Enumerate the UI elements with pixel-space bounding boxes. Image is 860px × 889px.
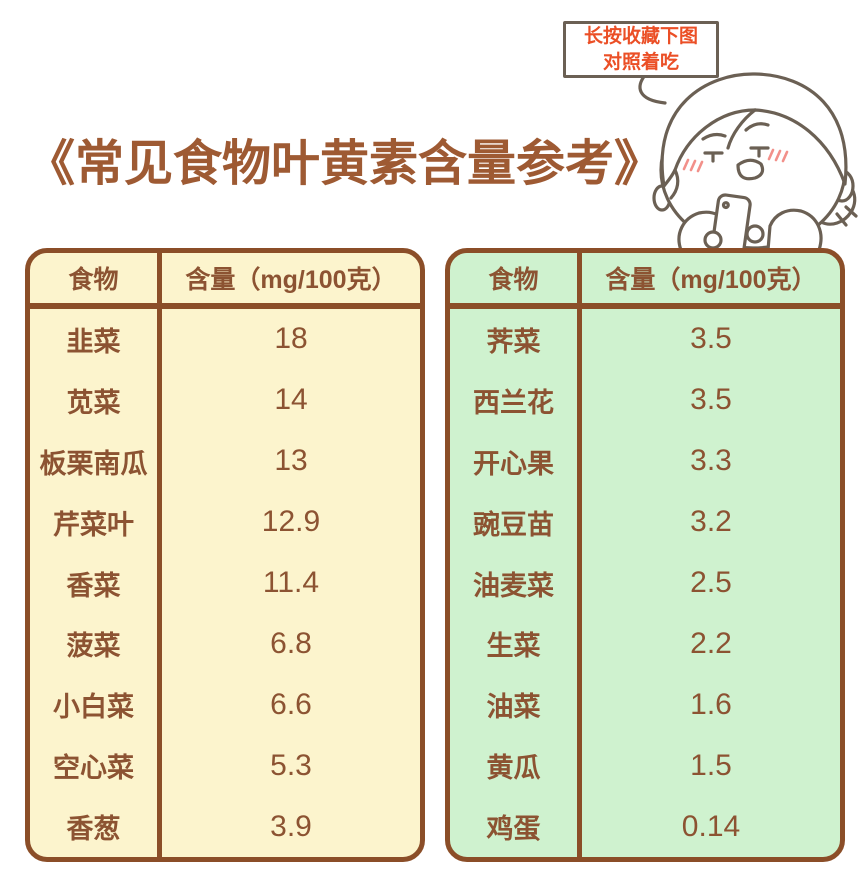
food-name-cell: 荠菜 bbox=[450, 309, 582, 370]
person-with-phone-illustration bbox=[638, 72, 858, 250]
header-food-cell: 食物 bbox=[30, 253, 162, 303]
food-name-cell: 小白菜 bbox=[30, 674, 162, 736]
food-table-high-lutein: 食物 含量（mg/100克） 韭菜 18 苋菜 14 板栗南瓜 13 芹菜叶 12.9 … bbox=[25, 248, 425, 862]
header-content-cell: 含量（mg/100克） bbox=[185, 266, 397, 294]
header-food-cell: 食物 bbox=[450, 253, 582, 303]
food-name-cell: 香葱 bbox=[30, 796, 162, 857]
table-row: 油菜 1.6 bbox=[450, 674, 840, 736]
speech-bubble-line2: 对照着吃 bbox=[602, 51, 679, 73]
content-value-cell: 6.8 bbox=[270, 626, 312, 660]
content-value-cell: 3.3 bbox=[690, 444, 732, 478]
food-name-cell: 油菜 bbox=[450, 674, 582, 736]
table-row: 苋菜 14 bbox=[30, 369, 420, 431]
right-hand bbox=[745, 224, 765, 244]
left-blush bbox=[682, 158, 704, 173]
table-header-row: 食物 含量（mg/100克） bbox=[450, 253, 840, 309]
content-value-cell: 13 bbox=[274, 444, 308, 478]
content-value-cell: 3.9 bbox=[270, 809, 312, 843]
food-name-cell: 菠菜 bbox=[30, 613, 162, 675]
speech-bubble-line1: 长按收藏下图 bbox=[583, 26, 698, 48]
food-name-cell: 豌豆苗 bbox=[450, 491, 582, 553]
table-row: 小白菜 6.6 bbox=[30, 674, 420, 736]
content-value-cell: 18 bbox=[274, 322, 308, 356]
speech-bubble-tail-icon bbox=[638, 72, 667, 105]
page-title: 《常见食物叶黄素含量参考》 bbox=[26, 137, 664, 191]
table-row: 菠菜 6.8 bbox=[30, 613, 420, 675]
table-header-row: 食物 含量（mg/100克） bbox=[30, 253, 420, 309]
hair-parting bbox=[726, 108, 757, 150]
right-blush bbox=[767, 148, 789, 163]
content-value-cell: 12.9 bbox=[261, 505, 321, 539]
content-value-cell: 14 bbox=[274, 383, 308, 417]
content-value-cell: 3.5 bbox=[690, 383, 732, 417]
table-row: 板栗南瓜 13 bbox=[30, 430, 420, 492]
speech-bubble: 长按收藏下图 对照着吃 bbox=[563, 21, 719, 78]
food-name-cell: 芹菜叶 bbox=[30, 491, 162, 553]
content-value-cell: 3.2 bbox=[690, 505, 732, 539]
right-eyebrow bbox=[744, 122, 770, 132]
content-value-cell: 3.5 bbox=[690, 322, 732, 356]
food-name-cell: 韭菜 bbox=[30, 309, 162, 370]
content-value-cell: 2.5 bbox=[690, 566, 732, 599]
content-value-cell: 0.14 bbox=[681, 809, 741, 843]
food-name-cell: 苋菜 bbox=[30, 369, 162, 431]
header-content-cell: 含量（mg/100克） bbox=[605, 266, 817, 294]
table-row: 油麦菜 2.5 bbox=[450, 552, 840, 614]
food-name-cell: 黄瓜 bbox=[450, 735, 582, 797]
table-row: 韭菜 18 bbox=[30, 309, 420, 370]
table-row: 空心菜 5.3 bbox=[30, 735, 420, 797]
table-row: 黄瓜 1.5 bbox=[450, 735, 840, 797]
food-name-cell: 香菜 bbox=[30, 552, 162, 614]
hair bbox=[660, 72, 848, 188]
table-row: 西兰花 3.5 bbox=[450, 369, 840, 431]
right-eye bbox=[749, 146, 770, 158]
table-row: 荠菜 3.5 bbox=[450, 309, 840, 370]
content-value-cell: 11.4 bbox=[262, 566, 320, 599]
food-table-lower-lutein: 食物 含量（mg/100克） 荠菜 3.5 西兰花 3.5 开心果 3.3 豌豆苗 3.… bbox=[445, 248, 845, 862]
food-name-cell: 开心果 bbox=[450, 430, 582, 492]
content-value-cell: 2.2 bbox=[690, 626, 732, 660]
food-name-cell: 空心菜 bbox=[30, 735, 162, 797]
table-row: 鸡蛋 0.14 bbox=[450, 796, 840, 857]
table-row: 豌豆苗 3.2 bbox=[450, 491, 840, 553]
table-row: 开心果 3.3 bbox=[450, 430, 840, 492]
right-sleeve bbox=[766, 208, 823, 250]
food-name-cell: 鸡蛋 bbox=[450, 796, 582, 857]
food-name-cell: 板栗南瓜 bbox=[30, 430, 162, 492]
food-name-cell: 西兰花 bbox=[450, 369, 582, 431]
table-row: 芹菜叶 12.9 bbox=[30, 491, 420, 553]
hair-strand bbox=[669, 168, 680, 200]
ponytail-strands bbox=[835, 205, 858, 227]
food-name-cell: 生菜 bbox=[450, 613, 582, 675]
table-row: 香菜 11.4 bbox=[30, 552, 420, 614]
food-name-cell: 油麦菜 bbox=[450, 552, 582, 614]
table-row: 生菜 2.2 bbox=[450, 613, 840, 675]
table-row: 香葱 3.9 bbox=[30, 796, 420, 857]
left-eyebrow bbox=[701, 132, 727, 141]
left-hand bbox=[703, 230, 723, 250]
content-value-cell: 1.5 bbox=[690, 748, 732, 782]
left-eye bbox=[703, 151, 724, 163]
content-value-cell: 5.3 bbox=[270, 748, 312, 782]
content-value-cell: 6.6 bbox=[270, 687, 312, 721]
mouth bbox=[736, 158, 765, 181]
content-value-cell: 1.6 bbox=[690, 687, 732, 721]
